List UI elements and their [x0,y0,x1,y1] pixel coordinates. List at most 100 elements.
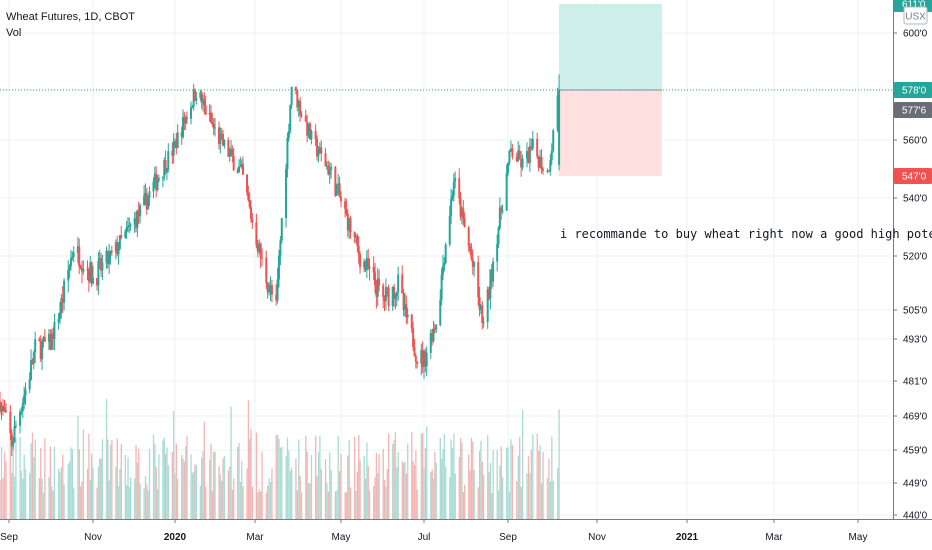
volume-bar [202,451,204,519]
candle-body [31,360,34,364]
candle-body [231,149,234,157]
volume-bar [288,450,290,519]
volume-bar [109,444,112,519]
candle-body [397,274,400,292]
volume-bar [267,485,269,519]
candle-body [202,99,204,104]
candle-body [72,252,75,257]
volume-bar [195,465,198,519]
volume-bar [38,477,40,519]
candle-body [265,257,268,283]
candle-body [507,162,509,173]
candle-body [191,106,194,108]
candle-body [441,265,444,275]
volume-bar [247,400,250,519]
candle-body [105,251,108,263]
candle-body [155,173,158,191]
candle-body [440,274,443,300]
y-tick-label: 440'0 [903,511,928,522]
volume-bar [100,458,102,519]
volume-bar [155,466,157,519]
candle-body [365,258,368,270]
candle-body [325,165,328,167]
volume-bar [154,444,156,519]
candle-body [277,255,280,280]
volume-bar [300,492,303,519]
stop-loss-tag: 547'0 [902,172,927,183]
volume-bar [459,438,462,519]
x-tick-label: Sep [499,532,517,543]
candle-body [316,139,319,157]
candle-body [443,262,446,266]
candle-body [424,351,427,367]
volume-bar [441,458,443,519]
candle-body [0,405,3,412]
candle-body [227,140,230,157]
candle-body [368,266,371,269]
volume-bar [349,487,352,519]
candle-body [452,181,455,196]
candle-body [402,293,405,311]
volume-bar [396,467,398,519]
candle-body [204,105,207,115]
entry-price-tag: 577'6 [902,106,927,117]
candle-body [116,242,119,255]
volume-bar [158,454,160,519]
volume-bar [213,451,215,519]
candle-body [248,200,251,208]
volume-bar [167,465,169,519]
candle-body [192,89,195,107]
x-tick-label: May [332,532,351,543]
candle-body [76,246,79,253]
candle-body [454,178,457,182]
candle-body [69,258,72,267]
candle-body [378,278,381,286]
volume-bar [291,467,293,519]
currency-badge: USX [905,12,926,23]
candle-body [19,412,22,426]
volume-bar [119,468,121,519]
candle-body [290,86,293,106]
candle-body [318,147,321,154]
candle-body [114,242,117,252]
x-tick-label: Mar [765,532,783,543]
volume-bar [489,462,492,519]
candle-body [71,256,74,259]
candle-body [471,258,474,267]
candle-body [78,246,81,267]
candle-body [180,132,183,138]
candle-body [57,319,60,323]
volume-bar [385,486,387,519]
candle-body [165,169,168,173]
volume-bar [539,445,541,519]
candle-body [79,266,82,269]
volume-bar [394,431,397,519]
candle-body [238,166,240,173]
volume-bar [317,451,320,519]
volume-bar [257,492,259,519]
candle-body [505,172,508,211]
volume-bar [430,471,432,519]
volume-bar [171,451,174,519]
volume-bar [183,461,186,519]
volume-bar [62,454,64,519]
candle-body [152,181,155,192]
volume-bar [374,476,376,519]
volume-bar [59,471,61,519]
candle-body [317,153,320,157]
candle-body [432,328,435,342]
candle-body [439,299,442,326]
candle-body [374,272,377,286]
candle-body [280,218,283,241]
y-tick-label: 469'0 [903,412,928,423]
volume-bar [146,484,148,519]
candle-body [109,251,112,254]
candle-body [199,92,202,98]
candle-body [423,351,425,367]
candle-body [467,227,470,246]
volume-bar [111,440,113,519]
candle-body [420,350,423,364]
candle-body [268,290,271,293]
candle-body [450,198,453,216]
